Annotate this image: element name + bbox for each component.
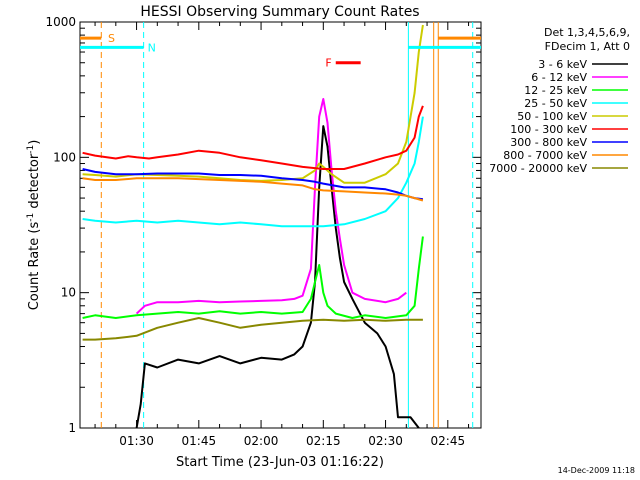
legend-label-2: 6 - 12 keV	[531, 71, 587, 84]
x-tick-label: 01:45	[182, 434, 217, 448]
legend-header-1: Det 1,3,4,5,6,9,	[544, 26, 630, 39]
legend-label-9: 7000 - 20000 keV	[489, 162, 587, 175]
y-tick-label: 100	[53, 150, 76, 164]
marker-label-N: N	[148, 41, 156, 54]
axes: 1 10 100 1000 01:30 01:45 02:00 02:15 02:30 02:45	[45, 15, 481, 448]
plot-area	[79, 21, 482, 429]
series-group	[82, 24, 424, 429]
x-axis-label: Start Time (23-Jun-03 01:16:22)	[176, 455, 384, 470]
x-tick-label: 02:15	[306, 434, 341, 448]
footer-timestamp: 14-Dec-2009 11:18	[558, 466, 635, 475]
marker-label-S: S	[108, 32, 115, 45]
state-markers: S N F	[80, 32, 481, 70]
x-tick-label: 02:45	[431, 434, 466, 448]
legend-label-1: 3 - 6 keV	[538, 58, 587, 71]
series-line-7	[82, 168, 424, 201]
legend-label-7: 300 - 800 keV	[510, 136, 587, 149]
series-line-2	[135, 98, 407, 315]
y-axis-label-end: )	[27, 140, 42, 145]
plot-frame	[79, 21, 482, 429]
x-tick-label: 02:30	[368, 434, 403, 448]
legend-label-5: 50 - 100 keV	[517, 110, 587, 123]
marker-lines	[100, 22, 474, 428]
y-tick-label: 10	[61, 286, 76, 300]
series-line-9	[82, 317, 423, 341]
marker-label-F: F	[325, 57, 331, 70]
series-line-8	[82, 177, 424, 202]
series-line-4	[82, 116, 424, 228]
y-axis-label-mid: detector	[27, 153, 42, 213]
legend-header-2: FDecim 1, Att 0	[545, 40, 630, 53]
series-line-6	[82, 105, 424, 170]
legend-label-3: 12 - 25 keV	[524, 84, 587, 97]
x-tick-label: 01:30	[119, 434, 154, 448]
legend: Det 1,3,4,5,6,9, FDecim 1, Att 0 3 - 6 k…	[489, 26, 630, 175]
y-axis-label-sup2: -1	[26, 145, 36, 154]
legend-label-4: 25 - 50 keV	[524, 97, 587, 110]
series-line-5	[82, 24, 424, 184]
y-tick-label: 1	[68, 421, 76, 435]
y-axis-label: Count Rate (s-1 detector-1)	[26, 140, 42, 311]
series-line-3	[82, 236, 424, 319]
y-tick-label: 1000	[45, 15, 76, 29]
x-tick-label: 02:00	[244, 434, 279, 448]
series-line-1	[135, 125, 420, 429]
y-axis-label-main: Count Rate (s	[27, 222, 42, 311]
y-axis-label-sup1: -1	[26, 213, 36, 222]
legend-label-6: 100 - 300 keV	[510, 123, 587, 136]
legend-label-8: 800 - 7000 keV	[503, 149, 587, 162]
chart-title: HESSI Observing Summary Count Rates	[140, 4, 419, 20]
